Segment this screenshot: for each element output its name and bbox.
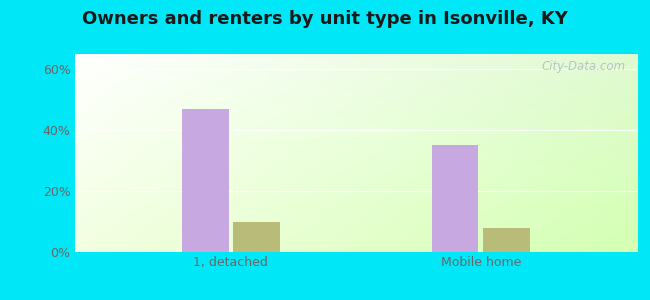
Bar bbox=[182, 109, 229, 252]
Text: Owners and renters by unit type in Isonville, KY: Owners and renters by unit type in Isonv… bbox=[82, 11, 568, 28]
Text: City-Data.com: City-Data.com bbox=[541, 60, 626, 73]
Bar bbox=[483, 228, 530, 252]
Bar bbox=[432, 146, 478, 252]
Bar bbox=[233, 221, 280, 252]
